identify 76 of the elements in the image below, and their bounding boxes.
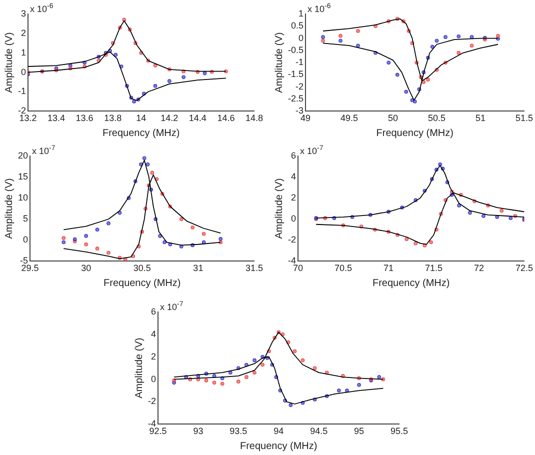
x-tick-label: 51 xyxy=(475,113,486,124)
y-tick-label: 20 xyxy=(18,150,28,160)
x-tick-label: 13.4 xyxy=(48,113,66,124)
y-tick-label: 5 xyxy=(22,214,28,224)
y-tick-label: 6 xyxy=(150,306,156,316)
x-axis-title: Frequency (MHz) xyxy=(376,128,454,139)
x-tick-label: 72 xyxy=(474,263,484,274)
x-tick-label: 51.5 xyxy=(515,113,534,124)
x-axis-title: Frequency (MHz) xyxy=(102,128,180,139)
x-tick-label: 70.5 xyxy=(334,263,352,274)
y-tick-label: 1 xyxy=(298,8,304,18)
x-tick-label: 14 xyxy=(136,113,146,124)
x-tick-label: 14.2 xyxy=(160,113,178,124)
x-axis-title: Frequency (MHz) xyxy=(240,440,318,452)
y-tick-label: 6 xyxy=(290,150,296,160)
y-tick-label: -3 xyxy=(295,106,304,116)
y-axis-title: Amplitude (V) xyxy=(134,338,145,398)
x-tick-label: 30 xyxy=(81,263,92,274)
x-tick-label: 29.5 xyxy=(21,263,39,274)
y-tick-label: -5 xyxy=(20,256,28,266)
x-tick-label: 49.5 xyxy=(340,113,358,124)
x-tick-label: 93 xyxy=(193,426,204,436)
x-tick-label: 50 xyxy=(388,113,398,124)
y-tick-label: 3 xyxy=(20,8,26,18)
x-tick-label: 13.2 xyxy=(19,113,37,124)
y-tick-label: -2 xyxy=(288,234,296,245)
x-tick-label: 14.4 xyxy=(188,113,206,124)
y-tick-label: 0 xyxy=(20,66,26,77)
x-tick-label: 70 xyxy=(292,263,304,274)
x-axis-title: Frequency (MHz) xyxy=(104,278,181,289)
x-tick-label: 95.5 xyxy=(390,426,408,436)
y-tick-label: 0 xyxy=(290,214,296,224)
x-tick-label: 71 xyxy=(383,263,394,274)
y-tick-label: 10 xyxy=(18,192,28,203)
y-tick-label: 2 xyxy=(150,351,156,362)
y-tick-label: -2 xyxy=(295,81,304,92)
y-tick-label: -1.5 xyxy=(288,69,304,80)
x-tick-label: 13.6 xyxy=(76,113,94,124)
x-axis-title: Frequency (MHz) xyxy=(372,278,450,289)
y-tick-label: -4 xyxy=(288,256,296,266)
y-tick-label: 15 xyxy=(18,172,28,182)
y-tick-label: -2.5 xyxy=(288,94,304,104)
x-tick-label: 31.5 xyxy=(245,263,264,274)
y-tick-label: 4 xyxy=(150,328,156,339)
y-tick-label: -1 xyxy=(295,57,304,68)
x-tick-label: 14.6 xyxy=(217,113,235,124)
y-tick-label: 0 xyxy=(22,234,28,245)
x-tick-label: 14.8 xyxy=(245,113,264,124)
x-tick-label: 94 xyxy=(274,426,284,436)
x-tick-label: 71.5 xyxy=(424,263,443,274)
y-tick-label: 0 xyxy=(150,374,156,384)
y-tick-label: -2 xyxy=(148,396,156,406)
y-tick-label: 2 xyxy=(290,192,296,203)
y-tick-label: -4 xyxy=(148,418,156,429)
y-tick-label: -2 xyxy=(18,106,26,116)
y-axis-title: Amplitude (V) xyxy=(274,32,285,93)
x-tick-label: 30.5 xyxy=(133,263,151,274)
x-tick-label: 13.8 xyxy=(104,113,122,124)
y-tick-label: 2 xyxy=(20,28,26,38)
y-tick-label: 4 xyxy=(290,172,296,182)
y-tick-label: -1 xyxy=(18,86,26,96)
x-tick-label: 95 xyxy=(354,426,364,436)
y-tick-label: 0 xyxy=(298,32,304,43)
x-tick-label: 31 xyxy=(193,263,204,274)
y-axis-title: Amplitude (V) xyxy=(274,178,285,239)
x-tick-label: 50.5 xyxy=(428,113,446,124)
x-tick-label: 93.5 xyxy=(230,426,248,436)
y-axis-title: Amplitude (V) xyxy=(4,178,15,239)
y-tick-label: -0.5 xyxy=(288,44,304,55)
x-tick-label: 94.5 xyxy=(310,426,328,436)
y-tick-label: 1 xyxy=(20,47,26,58)
y-tick-label: 0.5 xyxy=(290,20,304,31)
x-tick-label: 49 xyxy=(300,113,311,124)
x-tick-label: 72.5 xyxy=(515,263,534,274)
x-tick-label: 92.5 xyxy=(149,426,167,436)
y-axis-title: Amplitude (V) xyxy=(4,32,15,93)
